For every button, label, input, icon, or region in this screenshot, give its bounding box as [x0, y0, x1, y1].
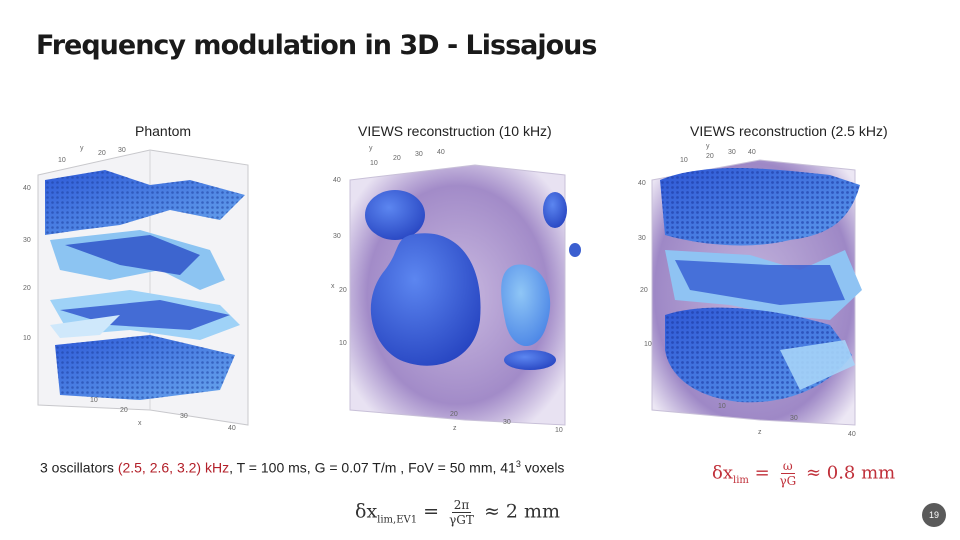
tick-label: 10 — [555, 427, 563, 434]
phantom-volume-render: y 10 20 30 40 30 20 10 10 20 30 40 x — [20, 140, 260, 435]
z-axis-label: z — [453, 425, 457, 432]
x-axis-label: x — [138, 420, 142, 427]
tick-label: 10 — [370, 160, 378, 167]
experiment-caption: 3 oscillators (2.5, 2.6, 3.2) kHz, T = 1… — [40, 459, 564, 476]
tick-label: 20 — [450, 411, 458, 418]
tick-label: 30 — [23, 237, 31, 244]
tick-label: 20 — [98, 150, 106, 157]
tick-label: 10 — [718, 403, 726, 410]
views-10khz-volume-render: y 10 20 30 40 40 30 20 10 x 20 30 10 z — [325, 140, 585, 440]
resolution-limit-formula: δxlim = ω γG ≈ 0.8 mm — [712, 459, 896, 488]
tick-label: 40 — [437, 149, 445, 156]
tick-label: 30 — [415, 151, 423, 158]
tick-label: 40 — [638, 180, 646, 187]
panel-label-views-10khz: VIEWS reconstruction (10 kHz) — [358, 123, 552, 139]
tick-label: 20 — [393, 155, 401, 162]
tick-label: 10 — [644, 341, 652, 348]
tick-label: 30 — [118, 147, 126, 154]
caption-suffix: voxels — [520, 459, 565, 476]
tick-label: 40 — [748, 149, 756, 156]
tick-label: 40 — [848, 431, 856, 438]
x-axis-label: x — [331, 283, 335, 290]
tick-label: 10 — [680, 157, 688, 164]
y-axis-label: y — [369, 145, 373, 152]
caption-exponent: 3 — [515, 459, 521, 469]
ev1-resolution-formula: δxlim,EV1 = 2π γGT ≈ 2 mm — [355, 498, 561, 527]
z-axis-label: z — [758, 429, 762, 436]
tick-label: 10 — [23, 335, 31, 342]
tick-label: 30 — [180, 413, 188, 420]
formula-sub: lim — [733, 475, 749, 487]
formula-rhs: ≈ 0.8 mm — [805, 462, 896, 484]
tick-label: 30 — [333, 233, 341, 240]
tick-label: 20 — [23, 285, 31, 292]
panel-label-phantom: Phantom — [135, 123, 192, 139]
tick-label: 40 — [333, 177, 341, 184]
page-number-badge: 19 — [922, 503, 946, 527]
tick-label: 20 — [120, 407, 128, 414]
formula-lhs: δx — [355, 500, 378, 523]
caption-middle: , T = 100 ms, G = 0.07 T/m , FoV = 50 mm… — [229, 459, 516, 476]
tick-label: 30 — [638, 235, 646, 242]
svg-text:y: y — [80, 145, 84, 152]
tick-label: 40 — [228, 425, 236, 432]
slide-title: Frequency modulation in 3D - Lissajous — [36, 30, 597, 61]
tick-label: 30 — [728, 149, 736, 156]
formula-lhs: δx — [712, 462, 733, 484]
caption-frequencies: (2.5, 2.6, 3.2) kHz — [117, 459, 230, 476]
tick-label: 40 — [23, 185, 31, 192]
caption-prefix: 3 oscillators — [40, 459, 118, 476]
tick-label: 20 — [706, 153, 714, 160]
tick-label: 20 — [339, 287, 347, 294]
tick-label: 20 — [640, 287, 648, 294]
tick-label: 30 — [503, 419, 511, 426]
panel-label-views-2-5khz: VIEWS reconstruction (2.5 kHz) — [690, 123, 888, 139]
tick-label: 30 — [790, 415, 798, 422]
formula-fraction: ω γG — [779, 459, 797, 488]
tick-label: 10 — [90, 397, 98, 404]
formula-sub: lim,EV1 — [377, 514, 418, 526]
y-axis-label: y — [706, 143, 710, 150]
tick-label: 10 — [339, 340, 347, 347]
formula-rhs: ≈ 2 mm — [483, 500, 561, 523]
views-2-5khz-volume-render: y 10 20 30 40 40 30 20 10 10 30 40 z — [630, 140, 870, 440]
tick-label: 10 — [58, 157, 66, 164]
formula-fraction: 2π γGT — [449, 498, 474, 527]
